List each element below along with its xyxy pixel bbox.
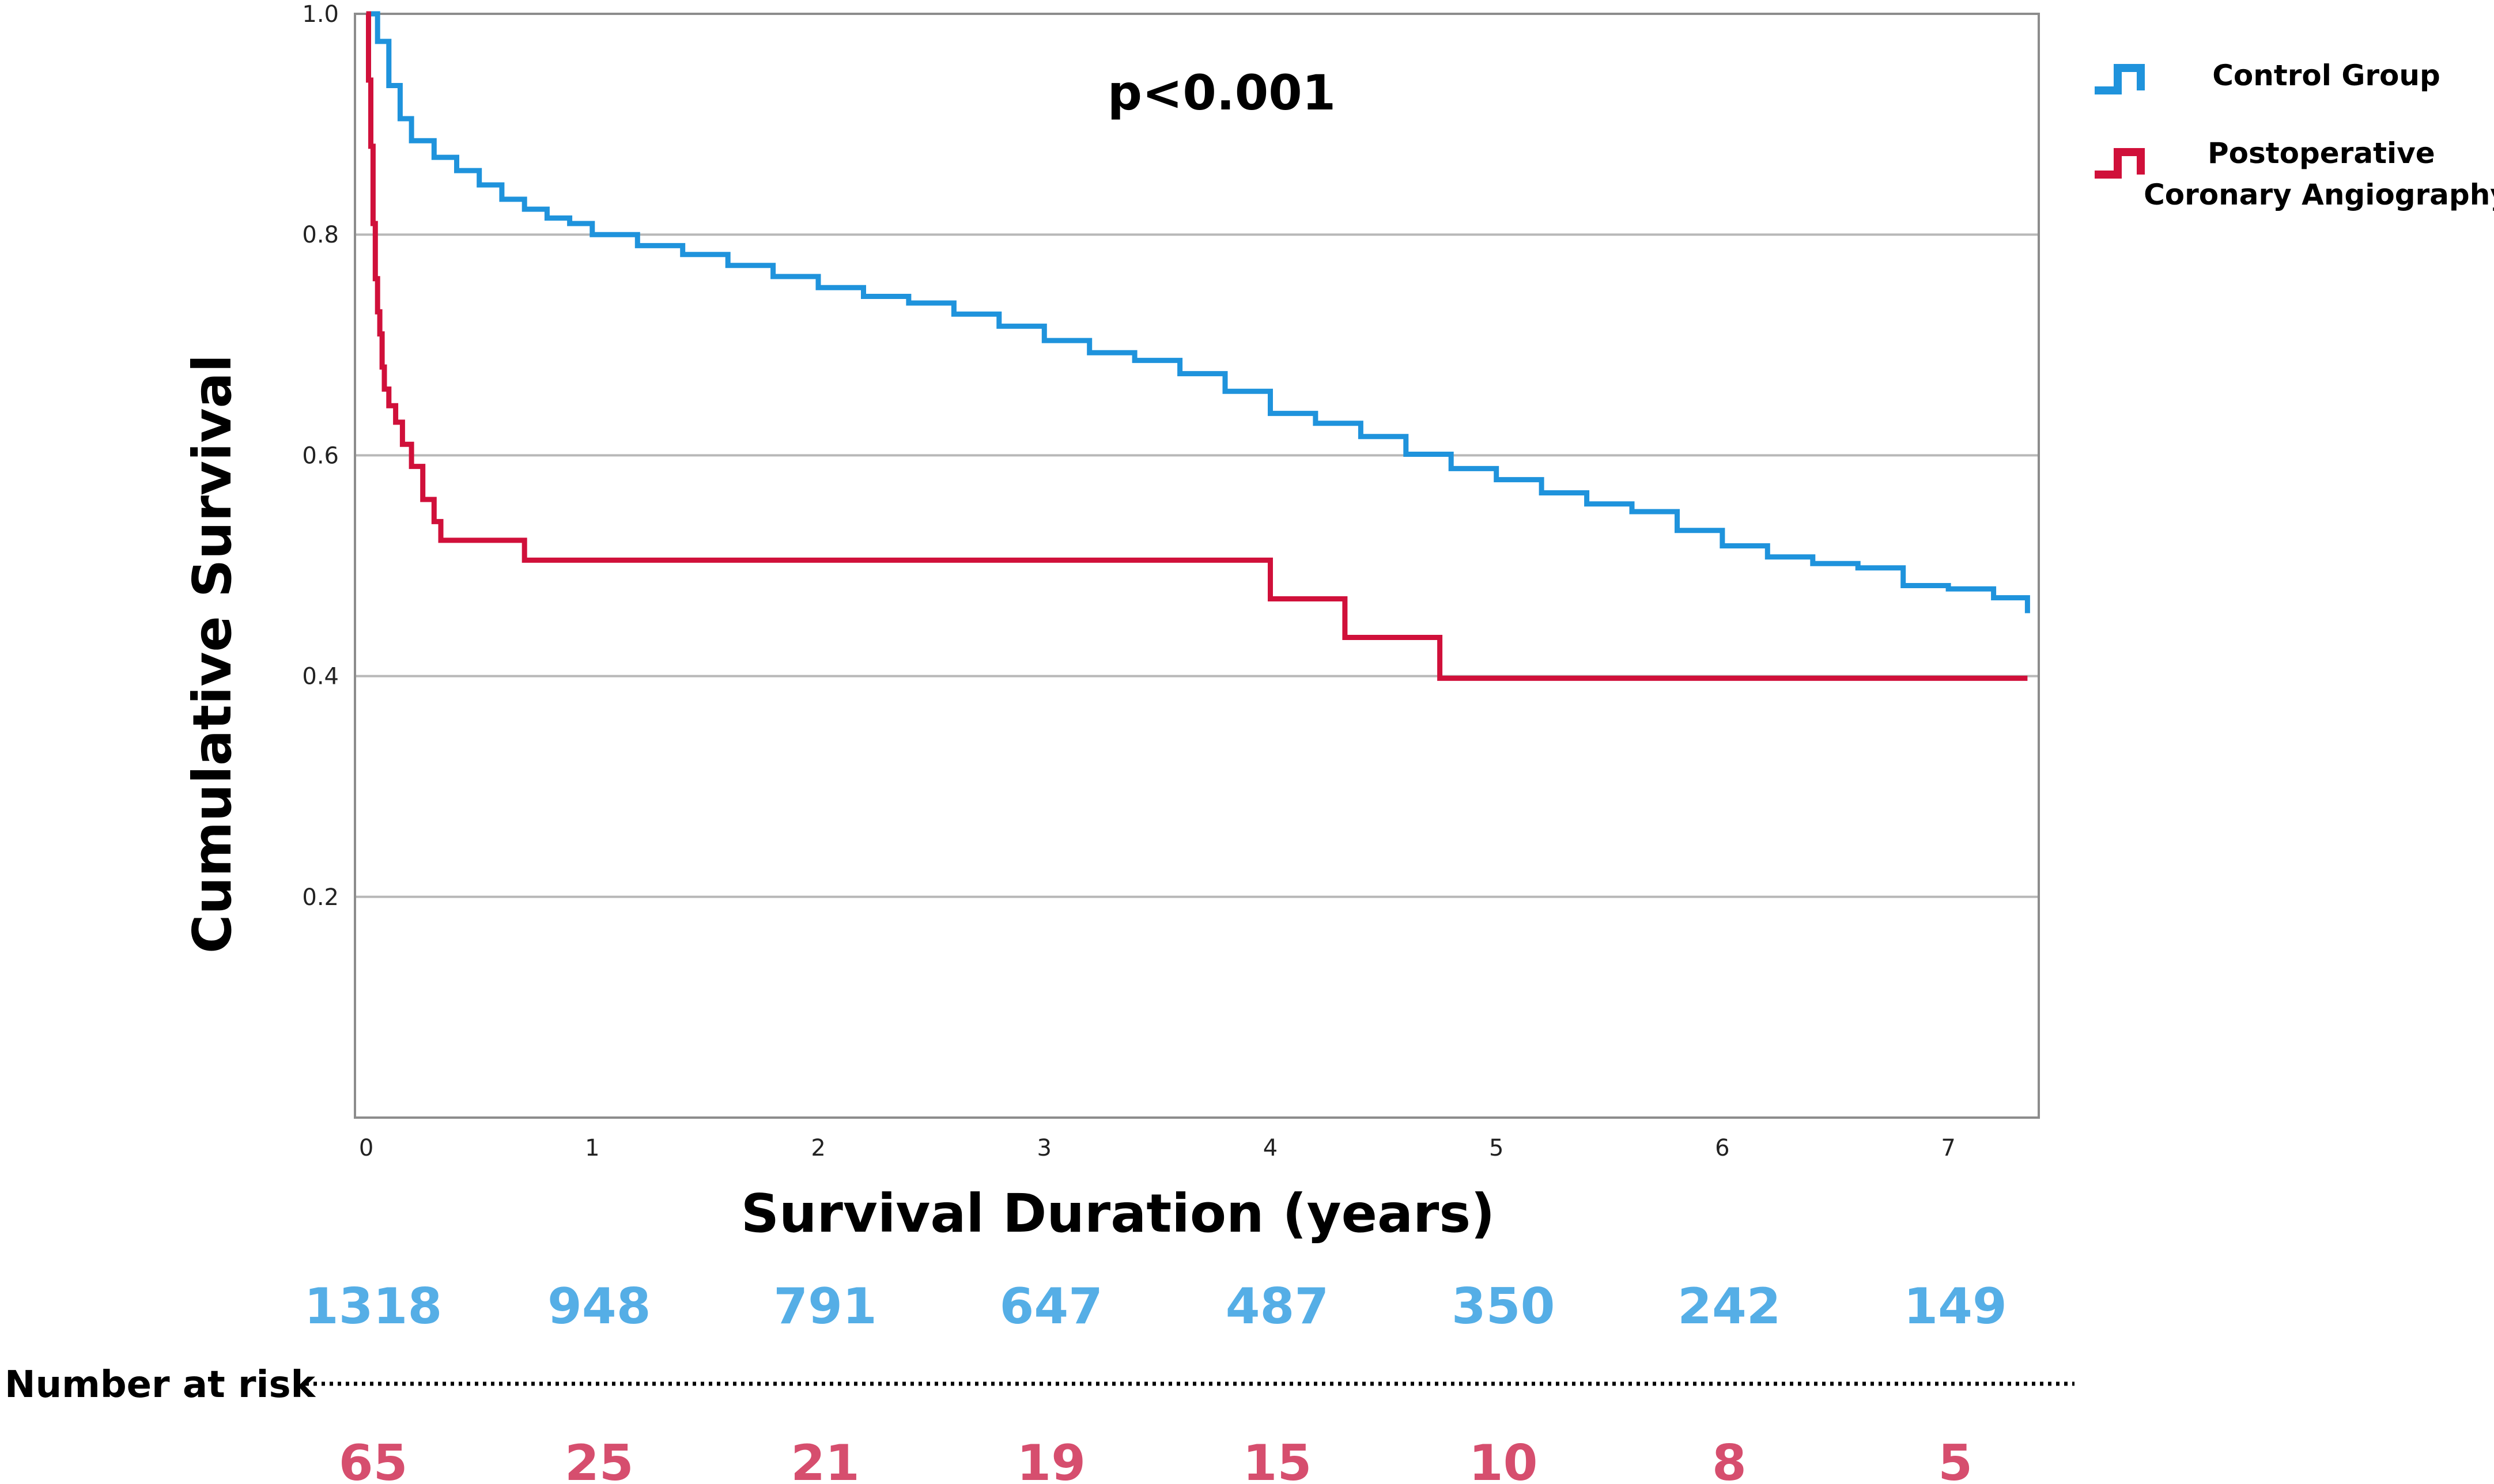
x-tick-label: 4 bbox=[1263, 1135, 1278, 1161]
control-group-curve bbox=[366, 11, 2030, 614]
risk-pca-value: 65 bbox=[339, 1434, 408, 1484]
x-tick-label: 1 bbox=[585, 1135, 599, 1161]
y-axis-title: Cumulative Survival bbox=[182, 354, 243, 953]
legend-pca-label-line2: Coronary Angiography bbox=[2144, 178, 2494, 211]
legend-control-label: Control Group bbox=[2212, 59, 2440, 92]
risk-control-value: 647 bbox=[999, 1278, 1103, 1335]
x-tick-label: 6 bbox=[1715, 1135, 1729, 1161]
risk-control-value: 242 bbox=[1677, 1278, 1781, 1335]
risk-control-value: 948 bbox=[547, 1278, 651, 1335]
risk-row-pca: 65 25 21 19 15 10 8 5 bbox=[339, 1434, 1972, 1484]
x-tick-label: 5 bbox=[1489, 1135, 1503, 1161]
risk-control-value: 791 bbox=[773, 1278, 877, 1335]
y-tick-label: 1.0 bbox=[302, 1, 339, 28]
risk-pca-value: 25 bbox=[565, 1434, 634, 1484]
pca-group-curve bbox=[366, 11, 2028, 681]
y-tick-label: 0.4 bbox=[302, 664, 339, 690]
risk-table: Number at risk 1318 948 791 647 487 350 242 149… bbox=[5, 1278, 2074, 1484]
x-axis-title: Survival Duration (years) bbox=[741, 1183, 1495, 1244]
risk-control-value: 487 bbox=[1226, 1278, 1329, 1335]
y-tick-label: 0.8 bbox=[302, 222, 339, 248]
legend-pca-swatch bbox=[2095, 148, 2145, 179]
legend-pca-label-line1: Postoperative bbox=[2208, 137, 2435, 170]
plot-frame bbox=[354, 13, 2040, 1119]
x-tick-label: 2 bbox=[811, 1135, 825, 1161]
legend: Control Group Postoperative Coronary Ang… bbox=[2095, 59, 2494, 211]
x-tick-label: 3 bbox=[1037, 1135, 1052, 1161]
risk-pca-value: 19 bbox=[1017, 1434, 1086, 1484]
x-tick-label: 0 bbox=[359, 1135, 373, 1161]
risk-row-control: 1318 948 791 647 487 350 242 149 bbox=[304, 1278, 2007, 1335]
risk-pca-value: 5 bbox=[1938, 1434, 1972, 1484]
risk-pca-value: 15 bbox=[1243, 1434, 1312, 1484]
y-tick-label: 0.6 bbox=[302, 442, 339, 469]
risk-pca-value: 21 bbox=[791, 1434, 860, 1484]
risk-control-value: 350 bbox=[1452, 1278, 1555, 1335]
x-tick-label: 7 bbox=[1941, 1135, 1955, 1161]
legend-pca-label: Postoperative Coronary Angiography bbox=[2144, 137, 2494, 211]
risk-control-value: 149 bbox=[1903, 1278, 2007, 1335]
risk-pca-value: 8 bbox=[1712, 1434, 1747, 1484]
survival-curves bbox=[366, 11, 2030, 681]
risk-table-label: Number at risk bbox=[5, 1364, 316, 1406]
risk-control-value: 1318 bbox=[304, 1278, 442, 1335]
x-tick-labels: 0 1 2 3 4 5 6 7 bbox=[359, 1135, 1956, 1161]
p-value-annotation: p<0.001 bbox=[1108, 65, 1336, 121]
legend-control-swatch bbox=[2095, 64, 2145, 94]
y-tick-labels: 0.2 0.4 0.6 0.8 1.0 bbox=[302, 1, 339, 911]
risk-pca-value: 10 bbox=[1469, 1434, 1538, 1484]
y-tick-label: 0.2 bbox=[302, 884, 339, 911]
